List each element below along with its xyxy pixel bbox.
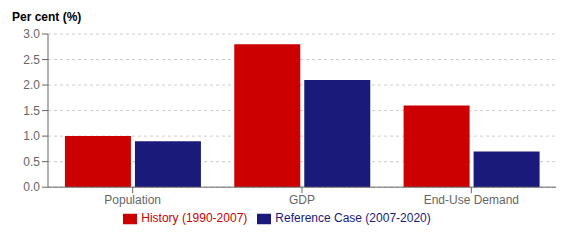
svg-text:Population: Population: [104, 193, 161, 207]
svg-text:GDP: GDP: [289, 193, 315, 207]
html-text:History (1990-2007): History (1990-2007): [141, 211, 248, 226]
svg-text:1.5: 1.5: [23, 104, 40, 118]
svg-text:2.0: 2.0: [23, 78, 40, 92]
html-text:Per cent (%): Per cent (%): [12, 10, 82, 24]
svg-text:3.0: 3.0: [23, 27, 40, 41]
svg-text:0.0: 0.0: [23, 180, 40, 194]
svg-text:1.0: 1.0: [23, 129, 40, 143]
svg-text:0.5: 0.5: [23, 155, 40, 169]
html-text:Reference Case (2007-2020): Reference Case (2007-2020): [275, 211, 431, 226]
svg-text:End-Use Demand: End-Use Demand: [424, 193, 519, 207]
svg-text:2.5: 2.5: [23, 53, 40, 67]
